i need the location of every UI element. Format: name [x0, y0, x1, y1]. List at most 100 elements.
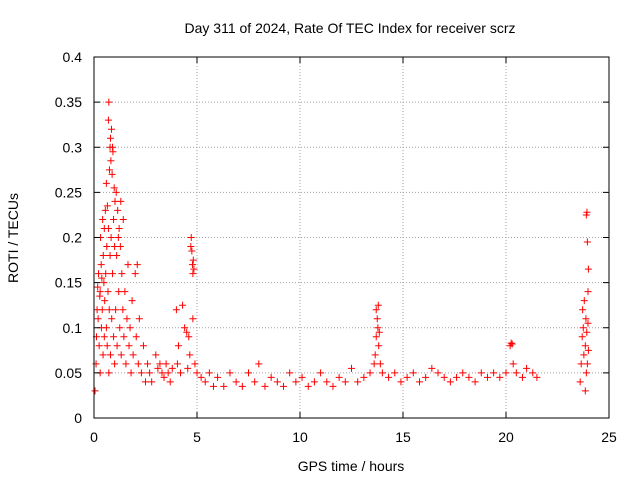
data-point	[123, 315, 131, 323]
data-point	[372, 306, 380, 314]
data-point	[577, 360, 585, 368]
data-point	[106, 252, 114, 260]
data-point	[108, 125, 116, 133]
data-point	[118, 270, 126, 278]
data-point	[102, 179, 110, 187]
grid-layer	[94, 57, 609, 418]
y-tick-label: 0.25	[55, 184, 82, 200]
data-point	[91, 387, 99, 395]
data-point	[375, 342, 383, 350]
data-point	[490, 369, 498, 377]
data-point	[99, 252, 107, 260]
chart-title: Day 311 of 2024, Rate Of TEC Index for r…	[185, 20, 516, 36]
data-point	[128, 297, 136, 305]
y-tick-label: 0.3	[63, 139, 83, 155]
data-point	[188, 261, 196, 269]
data-point	[98, 306, 106, 314]
data-point	[113, 342, 121, 350]
y-tick-label: 0.05	[55, 365, 82, 381]
data-point	[101, 297, 109, 305]
data-point	[578, 333, 586, 341]
data-point	[103, 342, 111, 350]
data-point	[584, 346, 592, 354]
data-point	[112, 188, 120, 196]
data-point	[152, 351, 160, 359]
data-point	[115, 288, 123, 296]
data-point	[189, 256, 197, 264]
data-point	[579, 306, 587, 314]
data-point	[106, 351, 114, 359]
data-point	[158, 369, 166, 377]
data-point	[374, 301, 382, 309]
y-tick-label: 0.35	[55, 94, 82, 110]
x-tick-label: 20	[498, 429, 514, 445]
data-point	[95, 270, 103, 278]
data-point	[121, 288, 129, 296]
data-point	[168, 364, 176, 372]
data-point	[403, 373, 411, 381]
data-point	[483, 373, 491, 381]
data-point	[144, 360, 152, 368]
y-tick-label: 0.15	[55, 275, 82, 291]
data-point	[329, 382, 337, 390]
data-point	[98, 274, 106, 282]
x-tick-label: 15	[395, 429, 411, 445]
data-point	[117, 197, 125, 205]
data-point	[496, 373, 504, 381]
data-point	[205, 369, 213, 377]
x-tick-label: 10	[292, 429, 308, 445]
data-point	[160, 373, 168, 381]
data-point	[214, 373, 222, 381]
data-point	[477, 369, 485, 377]
data-point	[453, 373, 461, 381]
data-point	[465, 373, 473, 381]
x-tick-label: 5	[193, 429, 201, 445]
data-point	[106, 134, 114, 142]
data-point	[507, 339, 515, 347]
data-point	[119, 215, 127, 223]
data-point	[103, 243, 111, 251]
data-point	[94, 315, 102, 323]
data-point	[261, 382, 269, 390]
data-point	[370, 360, 378, 368]
data-point	[104, 116, 112, 124]
data-point	[94, 283, 102, 291]
data-point	[122, 360, 130, 368]
data-point	[103, 202, 111, 210]
y-tick-label: 0.1	[63, 320, 83, 336]
data-point	[100, 333, 108, 341]
data-point	[166, 378, 174, 386]
data-point	[173, 360, 181, 368]
data-point	[267, 373, 275, 381]
data-point	[135, 315, 143, 323]
data-point	[181, 324, 189, 332]
data-point	[580, 351, 588, 359]
data-point	[114, 206, 122, 214]
data-point	[583, 208, 591, 216]
data-point	[298, 373, 306, 381]
data-point	[110, 215, 118, 223]
data-point	[434, 369, 442, 377]
data-point	[304, 382, 312, 390]
data-point	[459, 369, 467, 377]
data-point	[131, 270, 139, 278]
data-point	[132, 333, 140, 341]
data-point	[179, 301, 187, 309]
data-point	[187, 234, 195, 241]
data-point	[582, 315, 590, 323]
data-point	[471, 378, 479, 386]
data-point	[422, 373, 430, 381]
data-point	[581, 342, 589, 350]
data-point	[105, 166, 113, 174]
data-point	[341, 378, 349, 386]
data-point	[374, 324, 382, 332]
data-point	[156, 360, 164, 368]
data-point	[101, 206, 109, 214]
data-point	[107, 157, 115, 165]
data-point	[102, 270, 110, 278]
data-point	[579, 324, 587, 332]
data-point	[110, 333, 118, 341]
data-point	[518, 373, 526, 381]
data-point	[273, 378, 281, 386]
